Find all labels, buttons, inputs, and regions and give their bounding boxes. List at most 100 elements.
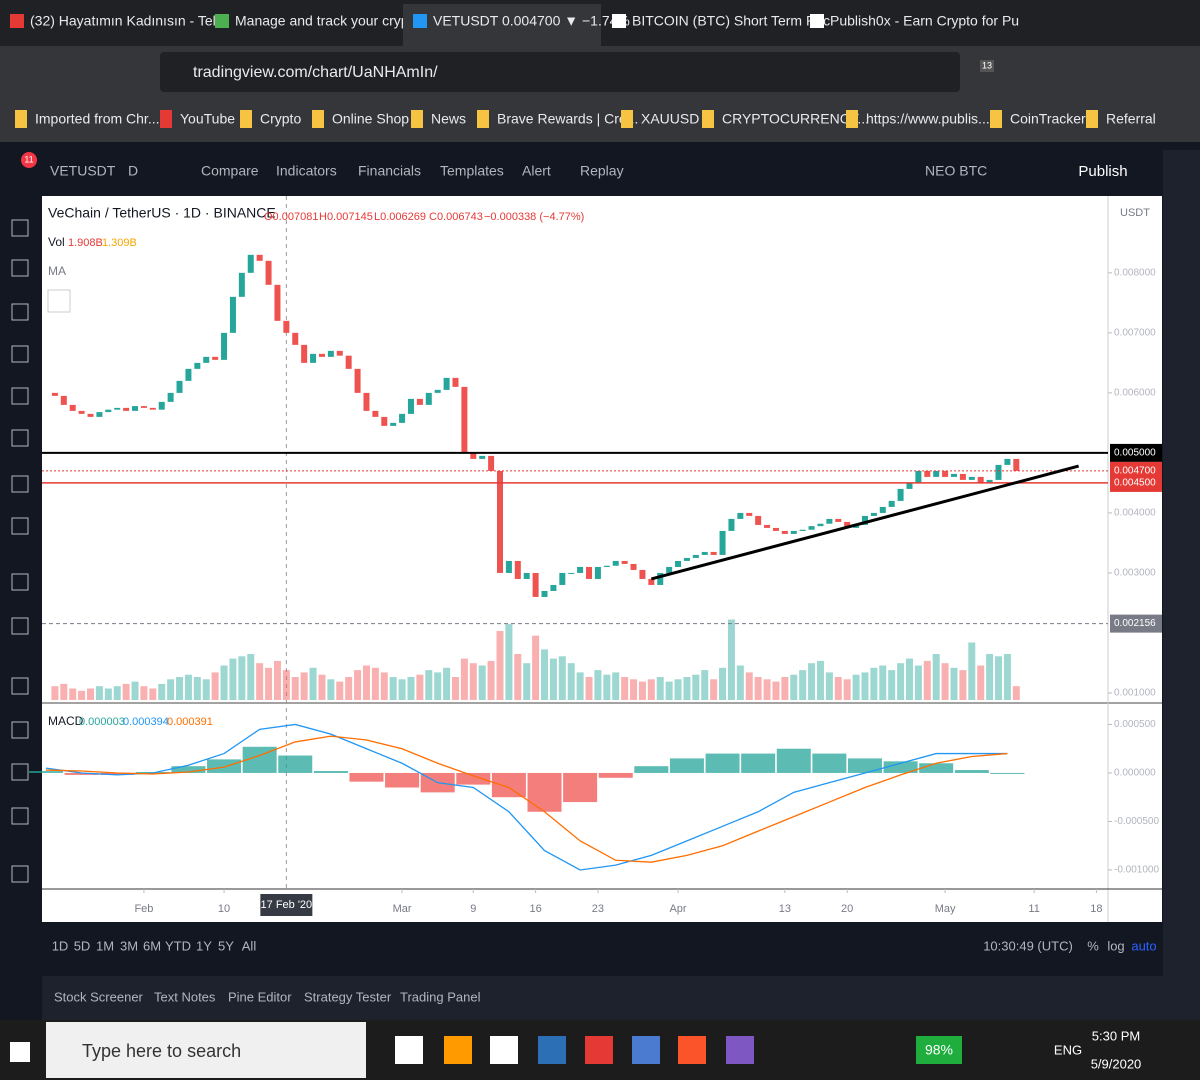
toolbar-button[interactable]: Replay bbox=[580, 163, 624, 179]
panel-tab[interactable]: Stock Screener bbox=[54, 989, 144, 1004]
percent-toggle[interactable]: % bbox=[1087, 938, 1099, 953]
macd-hist bbox=[491, 772, 526, 798]
tab-title[interactable]: Publish0x - Earn Crypto for Pu bbox=[830, 13, 1019, 29]
bookmark[interactable]: Imported from Chr... bbox=[35, 111, 159, 127]
bookmark-icon bbox=[312, 110, 324, 128]
tool-icon[interactable] bbox=[11, 345, 29, 363]
taskbar-app[interactable] bbox=[538, 1036, 566, 1064]
volume-bar bbox=[1003, 654, 1011, 700]
tool-icon[interactable] bbox=[11, 807, 29, 825]
toolbar-button[interactable]: Templates bbox=[440, 163, 504, 179]
bookmark[interactable]: XAUUSD bbox=[641, 111, 699, 127]
taskbar-app[interactable] bbox=[726, 1036, 754, 1064]
toolbar-button[interactable]: Compare bbox=[201, 163, 259, 179]
bookmark[interactable]: Online Shop bbox=[332, 111, 409, 127]
panel-tab[interactable]: Pine Editor bbox=[228, 989, 292, 1004]
tool-icon[interactable] bbox=[11, 259, 29, 277]
interval[interactable]: D bbox=[128, 163, 138, 179]
tool-icon[interactable] bbox=[11, 617, 29, 635]
volume-bar bbox=[478, 665, 486, 700]
log-toggle[interactable]: log bbox=[1107, 938, 1124, 953]
candle bbox=[746, 512, 753, 516]
tool-icon[interactable] bbox=[11, 429, 29, 447]
candle bbox=[105, 409, 112, 413]
range-button[interactable]: 1Y bbox=[196, 938, 212, 953]
address[interactable]: tradingview.com/chart/UaNHAmIn/ bbox=[193, 64, 438, 81]
candle bbox=[497, 470, 504, 573]
macd-hist bbox=[207, 759, 242, 773]
candle bbox=[434, 389, 441, 393]
bookmark[interactable]: News bbox=[431, 111, 466, 127]
tool-icon[interactable] bbox=[11, 573, 29, 591]
bookmark[interactable]: Brave Rewards | Cre... bbox=[497, 111, 638, 127]
tab-title[interactable]: Manage and track your crypt bbox=[235, 13, 413, 29]
toolbar-button[interactable]: Alert bbox=[522, 163, 551, 179]
url-box[interactable] bbox=[160, 52, 960, 92]
bookmark[interactable]: YouTube bbox=[180, 111, 235, 127]
panel-tab[interactable]: Text Notes bbox=[154, 989, 216, 1004]
tool-icon[interactable] bbox=[11, 219, 29, 237]
tool-icon[interactable] bbox=[11, 763, 29, 781]
taskbar-app[interactable] bbox=[585, 1036, 613, 1064]
bookmark[interactable]: Crypto bbox=[260, 111, 301, 127]
candle bbox=[915, 470, 922, 483]
tool-icon[interactable] bbox=[11, 721, 29, 739]
tab-title[interactable]: BITCOIN (BTC) Short Term Pric bbox=[632, 13, 830, 29]
date: 5/9/2020 bbox=[1091, 1056, 1142, 1071]
taskbar-app[interactable] bbox=[444, 1036, 472, 1064]
tab-title[interactable]: (32) Hayatımın Kadınısın - Tel bbox=[30, 13, 216, 29]
bookmark[interactable]: https://www.publis... bbox=[866, 111, 990, 127]
start-button[interactable] bbox=[10, 1042, 30, 1062]
volume-bar bbox=[282, 670, 290, 700]
candle bbox=[363, 392, 370, 411]
macd-label: MACD bbox=[48, 714, 84, 728]
taskbar-app[interactable] bbox=[490, 1036, 518, 1064]
layout-name[interactable]: NEO BTC bbox=[925, 163, 987, 179]
toolbar-button[interactable]: Financials bbox=[358, 163, 421, 179]
bookmark[interactable]: CRYPTOCURRENCY... bbox=[722, 111, 869, 127]
panel-tab[interactable]: Strategy Tester bbox=[304, 989, 392, 1004]
bookmark[interactable]: CoinTracker bbox=[1010, 111, 1086, 127]
tool-icon[interactable] bbox=[11, 387, 29, 405]
taskbar-app[interactable] bbox=[678, 1036, 706, 1064]
right-sidebar bbox=[1163, 150, 1200, 1020]
collapse-button[interactable] bbox=[47, 289, 71, 313]
range-button[interactable]: 1D bbox=[52, 938, 69, 953]
candle bbox=[586, 566, 593, 579]
volume-bar bbox=[265, 667, 273, 700]
search-box[interactable] bbox=[46, 1022, 366, 1078]
tool-icon[interactable] bbox=[11, 517, 29, 535]
volume-bar bbox=[149, 688, 157, 700]
range-button[interactable]: 5D bbox=[74, 938, 91, 953]
tab-title[interactable]: VETUSDT 0.004700 ▼ −1.74% bbox=[433, 13, 630, 29]
tool-icon[interactable] bbox=[11, 677, 29, 695]
taskbar-app[interactable] bbox=[395, 1036, 423, 1064]
candle bbox=[933, 470, 940, 477]
taskbar-app[interactable] bbox=[632, 1036, 660, 1064]
range-button[interactable]: All bbox=[242, 938, 257, 953]
candle bbox=[764, 524, 771, 528]
range-button[interactable]: 5Y bbox=[218, 938, 234, 953]
candle bbox=[1013, 458, 1020, 471]
candle bbox=[488, 455, 495, 471]
candle bbox=[861, 515, 868, 525]
volume-bar bbox=[638, 681, 646, 700]
panel-tab[interactable]: Trading Panel bbox=[400, 989, 481, 1004]
publish[interactable]: Publish bbox=[1078, 163, 1127, 180]
auto-toggle[interactable]: auto bbox=[1131, 938, 1156, 953]
bookmark[interactable]: Referral bbox=[1106, 111, 1156, 127]
candle bbox=[790, 530, 797, 534]
volume-bar bbox=[736, 665, 744, 700]
toolbar-button[interactable]: Indicators bbox=[276, 163, 337, 179]
tool-icon[interactable] bbox=[11, 865, 29, 883]
macd-hist bbox=[100, 772, 135, 775]
tool-icon[interactable] bbox=[11, 303, 29, 321]
range-button[interactable]: YTD bbox=[165, 938, 191, 953]
symbol[interactable]: VETUSDT bbox=[50, 163, 116, 179]
range-button[interactable]: 1M bbox=[96, 938, 114, 953]
range-button[interactable]: 6M bbox=[143, 938, 161, 953]
search-placeholder[interactable]: Type here to search bbox=[82, 1041, 241, 1061]
tool-icon[interactable] bbox=[11, 475, 29, 493]
battery-level: 98% bbox=[925, 1042, 953, 1058]
range-button[interactable]: 3M bbox=[120, 938, 138, 953]
